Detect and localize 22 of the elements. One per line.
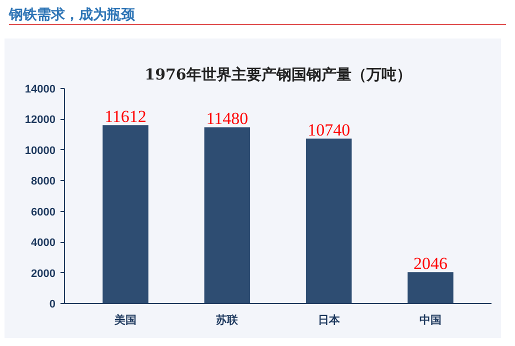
data-label: 10740 bbox=[308, 120, 350, 140]
y-tick-label: 2000 bbox=[31, 268, 56, 280]
data-label: 11612 bbox=[104, 107, 146, 126]
x-tick-label: 日本 bbox=[318, 314, 341, 326]
chart-title: 1976年世界主要产钢国钢产量（万吨） bbox=[144, 66, 412, 84]
x-tick-label: 苏联 bbox=[215, 314, 240, 326]
y-tick-label: 12000 bbox=[24, 114, 56, 126]
text: 钢铁需求，成为瓶颈 bbox=[9, 6, 135, 25]
bar bbox=[306, 138, 352, 304]
y-tick-label: 4000 bbox=[31, 237, 56, 250]
x-tick-label: 美国 bbox=[114, 314, 136, 326]
y-tick-label: 14000 bbox=[24, 84, 56, 96]
bar bbox=[408, 272, 454, 304]
bar bbox=[102, 125, 148, 304]
bar bbox=[204, 127, 250, 304]
x-tick-label: 中国 bbox=[420, 314, 442, 326]
data-label: 2046 bbox=[414, 254, 448, 274]
y-tick-label: 6000 bbox=[31, 206, 56, 218]
data-label: 11480 bbox=[206, 109, 248, 128]
y-tick-label: 8000 bbox=[31, 176, 56, 188]
y-tick-label: 10000 bbox=[24, 144, 56, 157]
y-tick-label: 0 bbox=[49, 298, 56, 310]
